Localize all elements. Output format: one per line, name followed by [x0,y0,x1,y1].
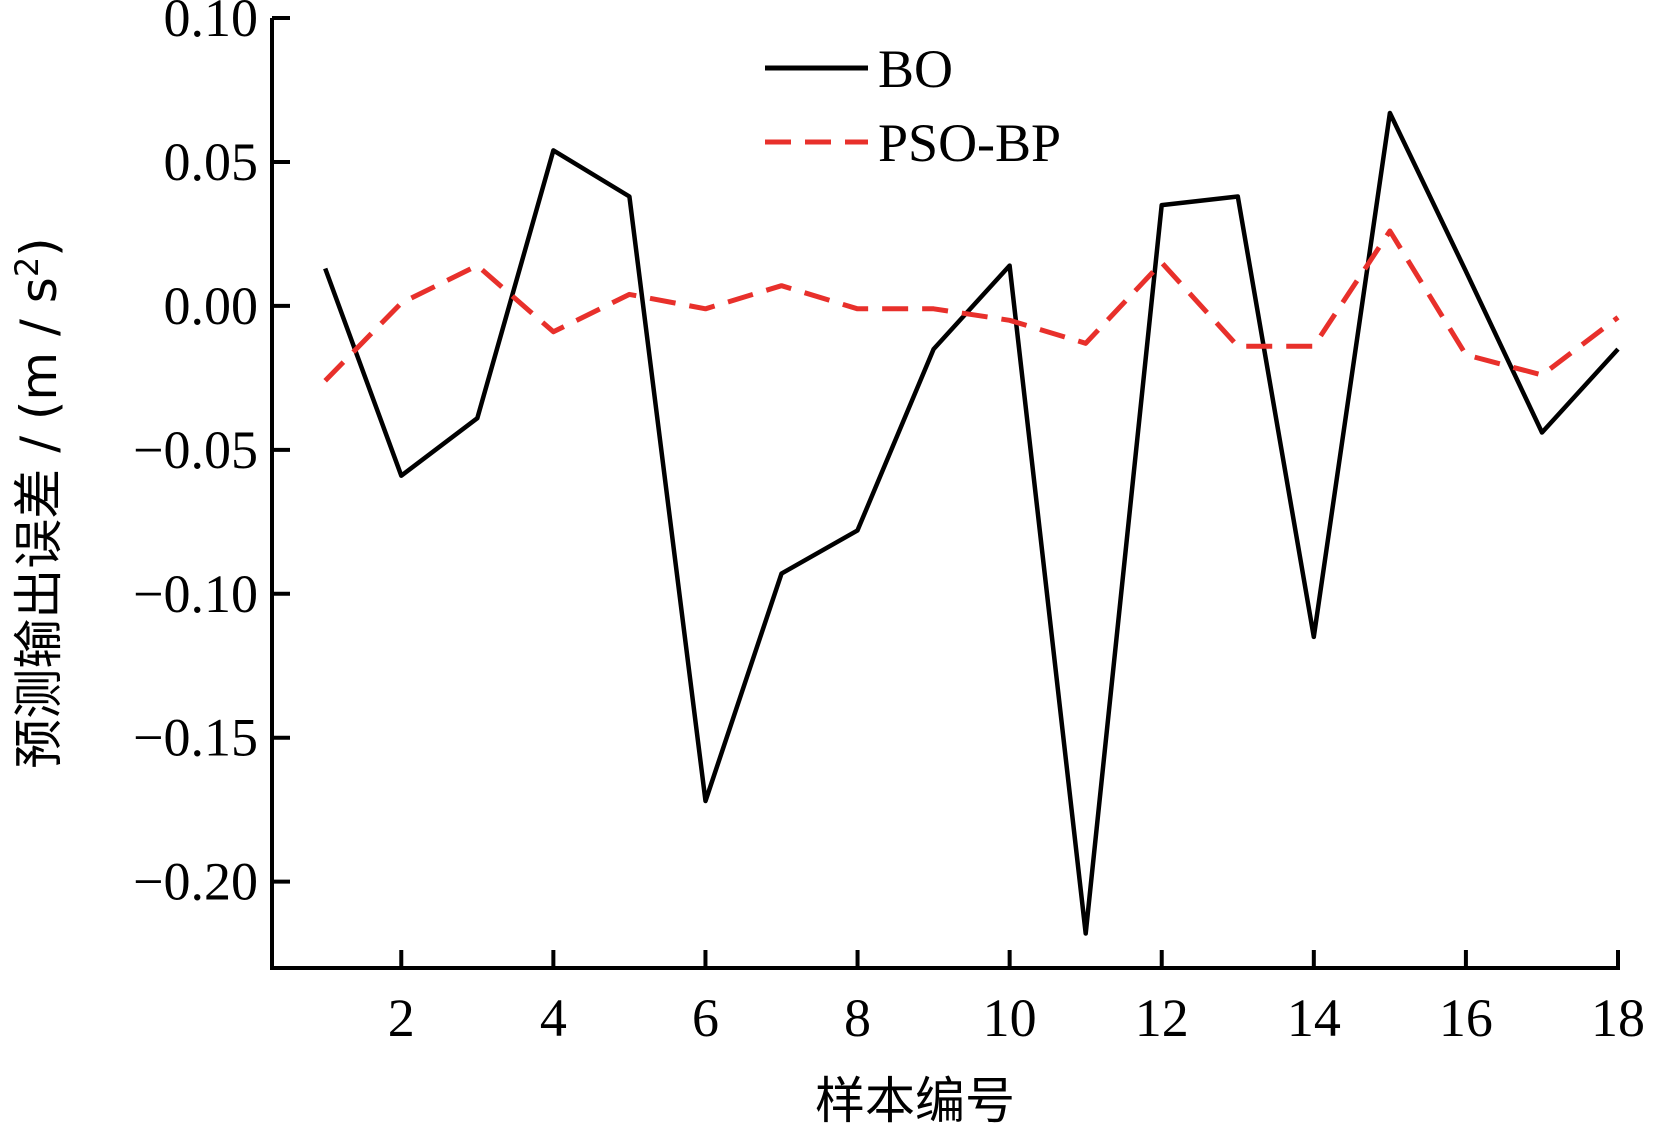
series-layer [323,110,1620,936]
data-point-pso-bp [1464,353,1468,357]
data-point-pso-bp [1616,315,1620,319]
data-point-bo [1616,347,1620,351]
legend-label-bo: BO [878,39,953,99]
x-tick-label: 14 [1287,988,1341,1048]
data-point-bo [703,799,707,803]
data-point-bo [323,266,327,270]
data-point-pso-bp [703,307,707,311]
data-point-bo [1464,269,1468,273]
x-tick-label: 2 [388,988,415,1048]
x-tick-label: 6 [692,988,719,1048]
data-point-bo [780,572,784,576]
data-point-pso-bp [475,264,479,268]
y-tick-label: −0.10 [133,564,258,624]
y-axis-title-sup: 2 [8,257,46,277]
data-point-bo [1540,431,1544,435]
data-point-bo [1312,635,1316,639]
x-tick-label: 18 [1591,988,1645,1048]
data-point-bo [856,528,860,532]
data-point-bo [1388,111,1392,115]
data-point-pso-bp [1540,373,1544,377]
x-tick-label: 16 [1439,988,1493,1048]
data-point-pso-bp [323,379,327,383]
y-tick-label: 0.10 [164,0,259,48]
y-tick-label: −0.20 [133,852,258,912]
data-point-bo [475,416,479,420]
data-point-bo [1084,931,1088,935]
data-point-pso-bp [780,284,784,288]
data-point-bo [551,148,555,152]
y-tick-label: −0.15 [133,708,258,768]
data-point-bo [1160,203,1164,207]
data-point-bo [1236,194,1240,198]
data-point-pso-bp [1008,318,1012,322]
data-point-pso-bp [856,307,860,311]
x-tick-label: 8 [844,988,871,1048]
data-point-pso-bp [1388,229,1392,233]
data-point-pso-bp [1236,344,1240,348]
y-axis-title: 预测输出误差 / (m / s2) [8,237,68,768]
x-axis-title: 样本编号 [815,1072,1015,1130]
x-tick-label: 10 [983,988,1037,1048]
data-point-pso-bp [551,330,555,334]
data-point-pso-bp [1160,261,1164,265]
data-point-pso-bp [1084,341,1088,345]
y-axis-title-main: 预测输出误差 / (m / s [10,277,68,769]
data-point-bo [627,194,631,198]
data-point-pso-bp [932,307,936,311]
data-point-bo [1008,264,1012,268]
y-axis-ticks: 0.10 0.05 0.00 −0.05 −0.10 −0.15 −0.20 [133,0,290,912]
series-line-bo [323,110,1620,936]
plot-area: 0.10 0.05 0.00 −0.05 −0.10 −0.15 −0.20 2 4 6 8 10 1… [133,0,1645,1048]
y-tick-label: −0.05 [133,420,258,480]
data-point-bo [399,474,403,478]
x-tick-label: 4 [540,988,567,1048]
data-point-pso-bp [627,292,631,296]
axis-frame [270,18,1620,970]
y-tick-label: 0.00 [164,276,259,336]
data-point-bo [932,347,936,351]
x-axis-ticks: 2 4 6 8 10 12 14 16 18 [388,950,1645,1048]
y-tick-label: 0.05 [164,132,259,192]
data-point-pso-bp [399,301,403,305]
legend-label-pso-bp: PSO-BP [878,113,1061,173]
series-line-pso-bp [323,228,1620,383]
legend: BO PSO-BP [765,39,1061,173]
x-tick-label: 12 [1135,988,1189,1048]
y-axis-title-end: ) [10,237,68,257]
data-point-pso-bp [1312,344,1316,348]
